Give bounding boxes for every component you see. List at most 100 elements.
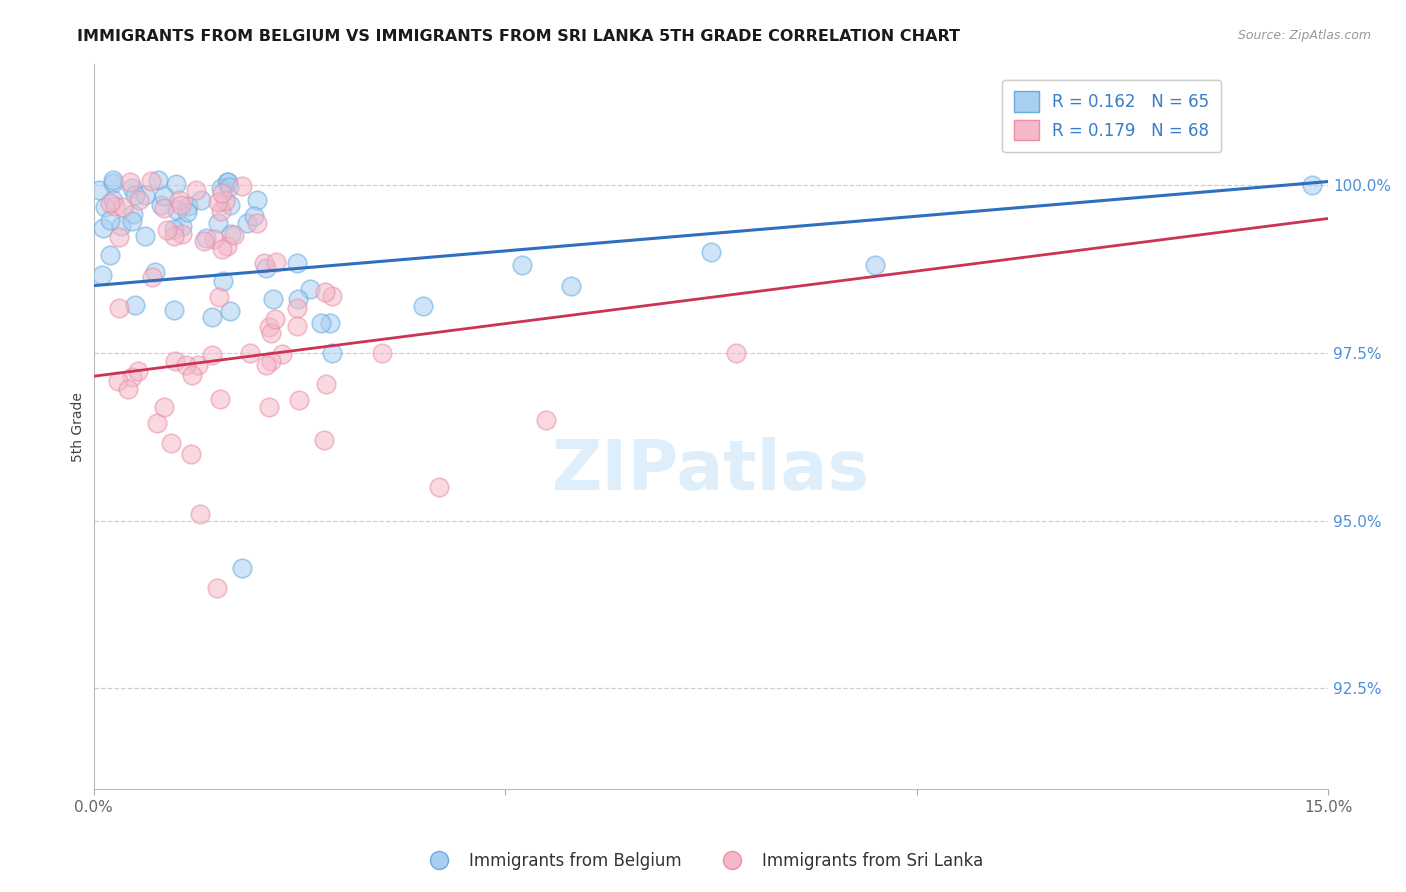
- Point: [134, 188, 156, 202]
- Point: [193, 234, 215, 248]
- Point: [236, 216, 259, 230]
- Point: [127, 364, 149, 378]
- Point: [865, 259, 887, 273]
- Point: [98, 196, 121, 211]
- Point: [217, 175, 239, 189]
- Point: [212, 275, 235, 289]
- Point: [177, 199, 200, 213]
- Point: [321, 289, 343, 303]
- Point: [176, 205, 198, 219]
- Point: [211, 243, 233, 257]
- Point: [259, 320, 281, 334]
- Point: [143, 265, 166, 279]
- Point: [264, 254, 287, 268]
- Point: [117, 382, 139, 396]
- Point: [370, 345, 392, 359]
- Point: [167, 193, 190, 207]
- Point: [134, 229, 156, 244]
- Point: [231, 560, 253, 574]
- Point: [254, 359, 277, 373]
- Point: [153, 201, 176, 215]
- Point: [121, 370, 143, 384]
- Point: [202, 232, 225, 246]
- Point: [287, 255, 309, 269]
- Point: [162, 302, 184, 317]
- Point: [231, 178, 253, 193]
- Point: [427, 480, 450, 494]
- Point: [219, 227, 242, 241]
- Point: [257, 400, 280, 414]
- Point: [260, 326, 283, 340]
- Point: [321, 345, 343, 359]
- Point: [156, 223, 179, 237]
- Point: [101, 176, 124, 190]
- Point: [246, 193, 269, 207]
- Point: [98, 248, 121, 262]
- Point: [314, 285, 336, 300]
- Point: [163, 222, 186, 236]
- Point: [128, 193, 150, 207]
- Point: [1301, 178, 1323, 192]
- Point: [159, 436, 181, 450]
- Point: [169, 198, 191, 212]
- Point: [205, 581, 228, 595]
- Point: [263, 312, 285, 326]
- Point: [165, 178, 187, 192]
- Point: [217, 176, 239, 190]
- Point: [219, 303, 242, 318]
- Point: [166, 203, 188, 218]
- Point: [107, 301, 129, 315]
- Point: [315, 377, 337, 392]
- Point: [243, 209, 266, 223]
- Point: [190, 507, 212, 521]
- Point: [285, 318, 308, 333]
- Point: [700, 245, 723, 260]
- Point: [108, 229, 131, 244]
- Point: [90, 268, 112, 282]
- Point: [153, 400, 176, 414]
- Point: [139, 174, 162, 188]
- Point: [239, 345, 262, 359]
- Point: [536, 413, 558, 427]
- Y-axis label: 5th Grade: 5th Grade: [72, 392, 86, 461]
- Point: [209, 204, 232, 219]
- Point: [121, 181, 143, 195]
- Point: [111, 200, 134, 214]
- Point: [103, 193, 125, 207]
- Point: [124, 297, 146, 311]
- Point: [214, 194, 236, 208]
- Point: [260, 354, 283, 368]
- Point: [312, 433, 335, 447]
- Point: [101, 172, 124, 186]
- Point: [207, 194, 229, 209]
- Point: [146, 416, 169, 430]
- Point: [207, 216, 229, 230]
- Text: IMMIGRANTS FROM BELGIUM VS IMMIGRANTS FROM SRI LANKA 5TH GRADE CORRELATION CHART: IMMIGRANTS FROM BELGIUM VS IMMIGRANTS FR…: [77, 29, 960, 44]
- Point: [165, 354, 187, 368]
- Point: [118, 175, 141, 189]
- Point: [94, 200, 117, 214]
- Point: [148, 173, 170, 187]
- Point: [201, 348, 224, 362]
- Point: [121, 214, 143, 228]
- Point: [253, 256, 276, 270]
- Point: [150, 198, 173, 212]
- Point: [285, 301, 308, 315]
- Point: [141, 269, 163, 284]
- Point: [218, 180, 240, 194]
- Point: [110, 219, 132, 234]
- Legend: Immigrants from Belgium, Immigrants from Sri Lanka: Immigrants from Belgium, Immigrants from…: [416, 846, 990, 877]
- Point: [170, 219, 193, 234]
- Point: [254, 260, 277, 275]
- Point: [91, 221, 114, 235]
- Point: [217, 239, 239, 253]
- Point: [510, 259, 533, 273]
- Point: [208, 290, 231, 304]
- Point: [194, 231, 217, 245]
- Point: [124, 188, 146, 202]
- Point: [163, 229, 186, 244]
- Point: [299, 282, 322, 296]
- Text: ZIPatlas: ZIPatlas: [553, 436, 870, 504]
- Point: [174, 358, 197, 372]
- Point: [724, 345, 747, 359]
